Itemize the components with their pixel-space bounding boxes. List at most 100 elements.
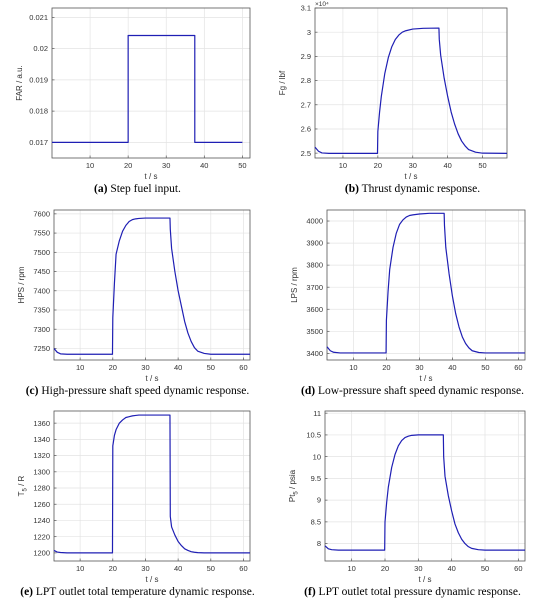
y-axis-label: FAR / a.u.	[15, 65, 24, 101]
y-tick-label: 11	[313, 409, 321, 418]
x-axis-label: t / s	[145, 172, 158, 181]
plot-area	[54, 210, 250, 360]
chart-c: 10 20 30 40 50 60 7250 7300 7350 7400 7450 7500 7550…	[17, 209, 251, 383]
chart-a: 10 20 30 40 50 0.017 0.018 0.019 0.02 0.021 t / s F…	[15, 7, 251, 181]
caption-letter: (f)	[304, 586, 316, 598]
series-line	[326, 212, 525, 354]
y-tick-label: 7250	[33, 344, 50, 353]
chart-f: 10 20 30 40 50 60 8 8.5 9 9.5 10 10.5 11 t / s Pt5 / p…	[288, 409, 526, 584]
y-tick-label: 1220	[33, 532, 50, 541]
x-tick-label: 10	[76, 564, 84, 573]
y-tick-label: 8	[317, 539, 321, 548]
caption-text: LPT outlet total temperature dynamic res…	[33, 586, 255, 598]
plot-area	[54, 411, 250, 561]
chart-d: 10 20 30 40 50 60 3400 3500 3600 3700 3800 3900 4000…	[290, 209, 526, 383]
y-tick-label: 8.5	[311, 517, 321, 526]
panel-b: 10 20 30 40 50 2.5 2.6 2.7 2.8 2.9 3 3.1 ×10⁴ t / s Fg…	[275, 0, 550, 202]
y-tick-label: 3700	[306, 283, 323, 292]
axes-box	[53, 209, 251, 361]
y-tick-label: 3900	[306, 239, 323, 248]
caption-text: LPT outlet total pressure dynamic respon…	[315, 586, 521, 598]
caption-e: (e) LPT outlet total temperature dynamic…	[0, 586, 275, 598]
x-tick-label: 30	[162, 161, 170, 170]
y-tick-label: 0.021	[29, 13, 48, 22]
x-tick-label: 20	[381, 564, 389, 573]
y-tick-label: 7550	[33, 229, 50, 238]
y-tick-label: 7300	[33, 325, 50, 334]
y-tick-label: 2.5	[301, 149, 311, 158]
caption-letter: (c)	[25, 385, 39, 397]
x-tick-label: 50	[238, 161, 246, 170]
x-tick-label: 10	[339, 161, 347, 170]
panel-f: 10 20 30 40 50 60 8 8.5 9 9.5 10 10.5 11 t / s Pt5 / p…	[275, 403, 550, 605]
y-tick-label: 1340	[33, 435, 50, 444]
x-tick-label: 10	[349, 363, 357, 372]
y-tick-label: 3600	[306, 305, 323, 314]
axis-multiplier: ×10⁴	[315, 1, 329, 8]
y-tick-label: 1360	[33, 419, 50, 428]
y-tick-label: 7600	[33, 209, 50, 218]
plot-area	[315, 8, 507, 158]
series-line	[53, 414, 250, 554]
y-tick-label: 0.019	[29, 75, 48, 84]
y-tick-label: 2.8	[301, 76, 311, 85]
x-tick-label: 20	[109, 564, 117, 573]
panel-a: 10 20 30 40 50 0.017 0.018 0.019 0.02 0.021 t / s F…	[0, 0, 275, 202]
axes-box	[53, 410, 251, 562]
x-tick-label: 20	[374, 161, 382, 170]
y-tick-label: 3	[307, 28, 311, 37]
y-tick-label: 3400	[306, 349, 323, 358]
x-tick-label: 50	[481, 564, 489, 573]
x-tick-label: 10	[86, 161, 94, 170]
caption-text: High-pressure shaft speed dynamic respon…	[38, 385, 250, 397]
x-tick-label: 50	[478, 161, 486, 170]
x-tick-label: 50	[207, 363, 215, 372]
y-axis-label: Fg / lbf	[278, 70, 287, 95]
x-tick-label: 10	[76, 363, 84, 372]
caption-d: (d) Low-pressure shaft speed dynamic res…	[275, 385, 550, 397]
x-tick-label: 30	[415, 363, 423, 372]
x-tick-label: 60	[514, 564, 522, 573]
y-tick-label: 7400	[33, 286, 50, 295]
series-line	[52, 34, 243, 143]
axes-box	[326, 209, 526, 361]
caption-c: (c) High-pressure shaft speed dynamic re…	[0, 385, 275, 397]
y-tick-label: 0.02	[33, 44, 48, 53]
caption-text: Low-pressure shaft speed dynamic respons…	[315, 385, 524, 397]
x-tick-label: 50	[207, 564, 215, 573]
x-tick-label: 40	[448, 363, 456, 372]
y-tick-label: 7350	[33, 306, 50, 315]
chart-b: 10 20 30 40 50 2.5 2.6 2.7 2.8 2.9 3 3.1 ×10⁴ t / s Fg…	[278, 1, 508, 181]
x-tick-label: 20	[382, 363, 390, 372]
x-tick-label: 30	[414, 564, 422, 573]
x-tick-label: 40	[443, 161, 451, 170]
x-tick-label: 40	[174, 564, 182, 573]
x-tick-label: 50	[481, 363, 489, 372]
plot-area	[325, 411, 525, 561]
y-tick-label: 1320	[33, 451, 50, 460]
axes-box	[314, 7, 508, 159]
caption-letter: (b)	[344, 183, 359, 195]
y-tick-label: 9	[317, 496, 321, 505]
x-axis-label: t / s	[405, 172, 418, 181]
y-tick-label: 7500	[33, 248, 50, 257]
y-tick-label: 0.018	[29, 107, 48, 116]
series-line	[324, 434, 525, 551]
x-tick-label: 30	[409, 161, 417, 170]
x-tick-label: 40	[200, 161, 208, 170]
y-tick-label: 7450	[33, 267, 50, 276]
panel-e: 10 20 30 40 50 60 1200 1220 1240 1260 1280 1300 1320…	[0, 403, 275, 605]
caption-f: (f) LPT outlet total pressure dynamic re…	[275, 586, 550, 598]
x-tick-label: 10	[347, 564, 355, 573]
y-tick-label: 1280	[33, 484, 50, 493]
panel-c: 10 20 30 40 50 60 7250 7300 7350 7400 7450 7500 7550…	[0, 202, 275, 404]
y-tick-label: 10	[313, 452, 321, 461]
y-tick-label: 1200	[33, 548, 50, 557]
y-tick-label: 1300	[33, 467, 50, 476]
chart-e: 10 20 30 40 50 60 1200 1220 1240 1260 1280 1300 1320…	[17, 410, 251, 584]
x-tick-label: 20	[109, 363, 117, 372]
y-tick-label: 3.1	[301, 4, 311, 13]
x-tick-label: 40	[174, 363, 182, 372]
y-axis-label: HPS / rpm	[17, 266, 26, 303]
axes-box	[324, 410, 526, 562]
